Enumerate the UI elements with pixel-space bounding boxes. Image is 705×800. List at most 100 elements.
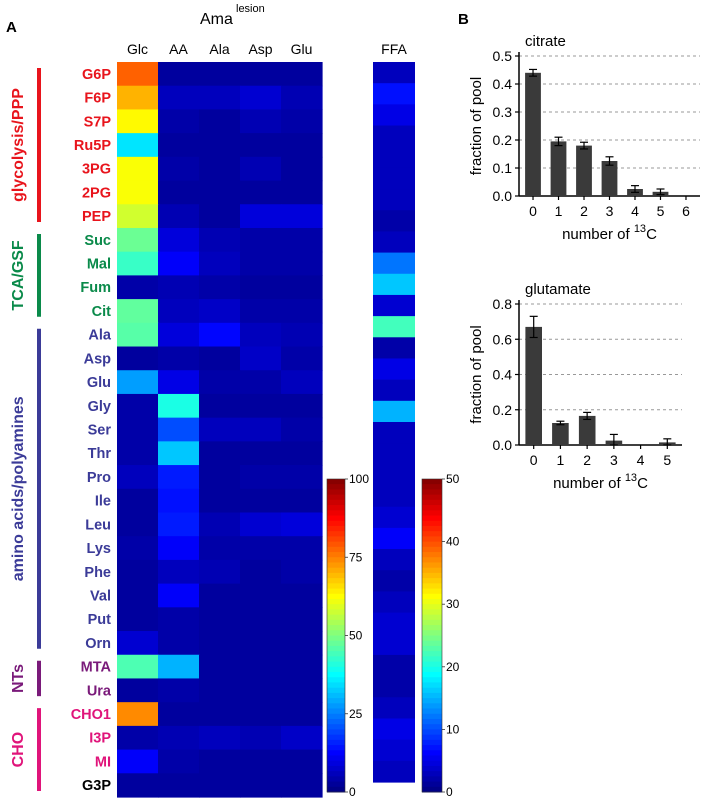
heatmap-cell	[240, 559, 282, 585]
heatmap-cell	[281, 678, 323, 703]
ffa-heatmap-cell	[373, 633, 415, 656]
heatmap-cell	[281, 204, 323, 229]
heatmap-cell	[117, 749, 159, 774]
ffa-heatmap-cell	[373, 697, 415, 720]
heatmap-cell	[281, 156, 323, 182]
heatmap-cell	[240, 299, 282, 324]
heatmap-cell	[240, 488, 282, 514]
row-label: Put	[88, 612, 112, 628]
colorbar-main-segment	[327, 525, 345, 532]
colorbar-ffa-segment	[422, 630, 442, 636]
colorbar-main-segment	[327, 745, 345, 751]
colorbar-main-segment	[327, 567, 345, 574]
row-labels: G6P F6P S7P Ru5P 3PG 2PG PEP Suc Mal Fum Cit Ala Asp…	[71, 67, 112, 794]
panel-b-label: B	[458, 11, 469, 28]
heatmap-cell	[281, 488, 323, 514]
colorbar-ffa-segment	[422, 614, 442, 621]
colorbar-main-segment	[327, 776, 345, 783]
row-label: Ile	[95, 494, 111, 510]
colorbar-main-segment	[327, 541, 345, 548]
colorbar-main-segment	[327, 734, 345, 741]
ffa-heatmap-cell	[373, 570, 415, 593]
bar	[525, 326, 542, 445]
chart-title: glutamate	[525, 281, 591, 298]
bar	[525, 72, 541, 196]
ffa-heatmap-cell	[373, 485, 415, 508]
colorbar-ffa-segment	[422, 734, 442, 741]
ffa-heatmap-cell	[373, 316, 415, 338]
x-tick-label: 5	[657, 203, 665, 219]
heatmap-cell	[158, 749, 200, 774]
heatmap-cell	[281, 654, 323, 680]
row-label: I3P	[89, 731, 111, 747]
heatmap-cell	[158, 227, 200, 253]
heatmap-cell	[240, 322, 282, 348]
heatmap-cell	[158, 133, 200, 158]
heatmap-cell	[199, 536, 241, 561]
colorbar-ffa-segment	[422, 713, 442, 720]
ffa-heatmap-cell	[373, 358, 415, 381]
heatmap-cell	[117, 417, 159, 442]
row-label: Glu	[87, 375, 111, 391]
heatmap-cell	[117, 275, 159, 300]
heatmap-cell	[199, 156, 241, 182]
row-label: G6P	[82, 67, 111, 83]
row-label: Cit	[92, 304, 112, 320]
colorbar-main-segment	[327, 619, 345, 626]
x-axis-label: number of 13C	[562, 223, 657, 243]
colorbar-main-segment	[327, 552, 345, 558]
heatmap-cell	[240, 583, 282, 608]
heatmap-cell	[281, 133, 323, 158]
heatmap-cell	[117, 536, 159, 561]
heatmap-cell	[281, 725, 323, 751]
group-label: CHO	[10, 732, 27, 768]
colorbars: 0 25 50 75 100 0 10 20 30 40 50	[326, 472, 460, 799]
heatmap-column-label: Glc	[127, 41, 148, 57]
glutamate-bar-chart: 0.0 0.2 0.4 0.6 0.8 0 1 2 3 4 5 glutamate fraction o…	[468, 281, 682, 492]
ffa-heatmap-cell	[373, 443, 415, 465]
heatmap-cell	[199, 512, 241, 537]
heatmap-cell	[281, 227, 323, 253]
heatmap-cell	[281, 299, 323, 324]
heatmap-cell	[199, 583, 241, 608]
colorbar-ffa-segment	[422, 682, 442, 689]
heatmap-cell	[117, 322, 159, 348]
row-label: Asp	[84, 351, 112, 367]
heatmap-cell	[158, 583, 200, 608]
heatmap-cell	[199, 559, 241, 585]
heatmap-cell	[199, 465, 241, 490]
ffa-heatmap-cell	[373, 189, 415, 211]
colorbar-main-segment	[327, 499, 345, 506]
heatmap-cell	[240, 346, 282, 371]
colorbar-ffa-segment	[422, 593, 442, 600]
colorbar-main-segment	[327, 510, 345, 517]
heatmap-cell	[281, 393, 323, 419]
ffa-heatmap-cell	[373, 104, 415, 127]
heatmap-cell	[281, 465, 323, 490]
heatmap-cell	[158, 109, 200, 134]
heatmap-cell	[117, 370, 159, 395]
x-tick-label: 6	[682, 203, 690, 219]
heatmap-cell	[281, 417, 323, 442]
colorbar-main-segment	[327, 765, 345, 772]
colorbar-main-segment	[327, 651, 345, 657]
row-label: CHO1	[71, 707, 111, 723]
ffa-heatmap-cell	[373, 273, 415, 296]
heatmap-cell	[240, 441, 282, 466]
colorbar-ffa-segment	[422, 677, 442, 683]
row-label: Gly	[88, 399, 111, 415]
row-label: PEP	[82, 209, 111, 225]
heatmap-column-label: AA	[169, 41, 188, 57]
ffa-heatmap-cell	[373, 167, 415, 190]
colorbar-ffa-segment	[422, 479, 442, 485]
colorbar-main-segment	[327, 718, 345, 725]
heatmap-cell	[158, 488, 200, 514]
colorbar-ffa-frame	[421, 478, 443, 793]
heatmap-cell	[199, 702, 241, 727]
heatmap-main: Glc AA Ala Asp Glu	[117, 41, 323, 798]
bar	[576, 145, 592, 196]
citrate-bar-chart: 0.0 0.1 0.2 0.3 0.4 0.5 0 1 2 3 4 5 6 citrate fraction…	[468, 33, 700, 243]
heatmap-cell	[281, 749, 323, 774]
colorbar-ffa-segment	[422, 609, 442, 616]
row-label: 3PG	[82, 162, 111, 178]
